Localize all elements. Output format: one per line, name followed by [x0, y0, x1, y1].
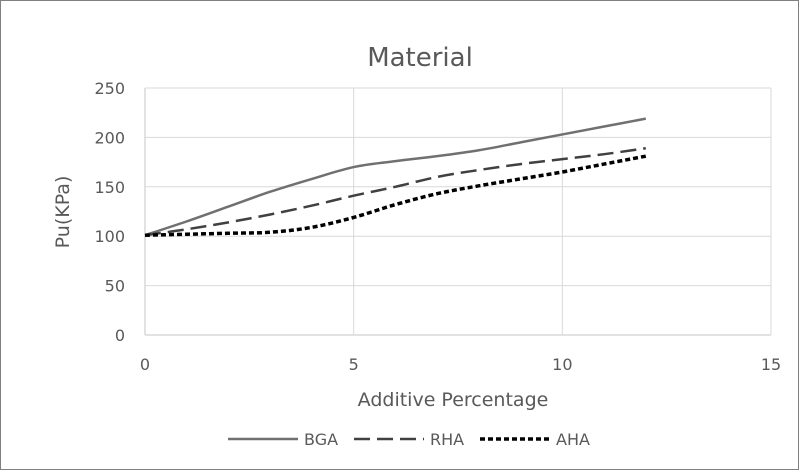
- legend: BGA RHA AHA: [228, 430, 590, 449]
- legend-label: BGA: [304, 430, 338, 449]
- x-tick-label: 5: [349, 355, 359, 374]
- series-line-aha: [144, 154, 647, 237]
- series-lines: [144, 117, 647, 237]
- y-tick-label: 200: [94, 128, 125, 147]
- legend-label: RHA: [430, 430, 464, 449]
- y-axis-title: Pu(KPa): [52, 176, 74, 249]
- y-tick-label: 100: [94, 227, 125, 246]
- y-tick-label: 150: [94, 178, 125, 197]
- series-line-rha: [144, 147, 646, 237]
- axes: 0 50 100 150 200 250 0 5 10 15: [94, 79, 781, 374]
- x-axis-title: Additive Percentage: [358, 389, 549, 411]
- x-tick-label: 10: [552, 355, 572, 374]
- chart-title: Material: [367, 43, 473, 73]
- x-tick-label: 15: [761, 355, 781, 374]
- legend-entry-aha: AHA: [480, 430, 590, 449]
- series-line-bga: [144, 117, 647, 237]
- legend-entry-bga: BGA: [228, 430, 338, 449]
- gridlines: [145, 87, 772, 335]
- y-tick-label: 250: [94, 79, 125, 98]
- x-tick-label: 0: [140, 355, 150, 374]
- legend-entry-rha: RHA: [354, 430, 464, 449]
- legend-label: AHA: [556, 430, 590, 449]
- y-tick-label: 50: [105, 277, 125, 296]
- y-tick-label: 0: [115, 326, 125, 345]
